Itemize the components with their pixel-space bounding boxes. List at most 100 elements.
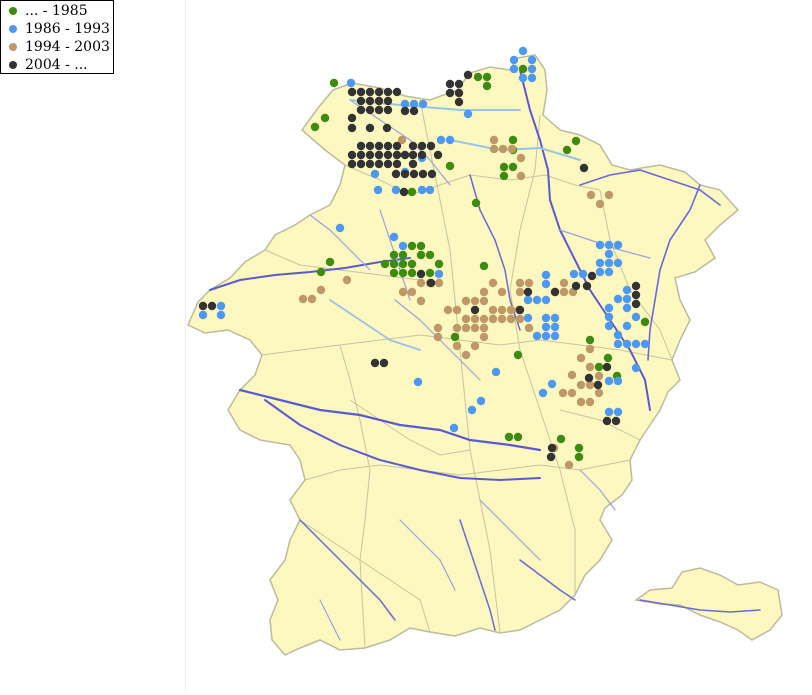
observation-dot <box>550 287 560 297</box>
observation-dot <box>488 278 498 288</box>
observation-dot <box>604 407 614 417</box>
observation-dot <box>604 190 614 200</box>
observation-dot <box>445 79 455 89</box>
observation-dot <box>506 314 516 324</box>
observation-dot <box>461 314 471 324</box>
observation-dot <box>613 294 623 304</box>
legend-item-2004: 2004 - ... <box>1 56 88 74</box>
observation-dot <box>408 141 418 151</box>
observation-dot <box>427 169 437 179</box>
observation-dot <box>532 295 542 305</box>
observation-dot <box>595 240 605 250</box>
observation-dot <box>374 150 384 160</box>
exclave-outline <box>634 567 783 641</box>
observation-dot <box>471 198 481 208</box>
observation-dot <box>541 295 551 305</box>
observation-dot <box>602 362 612 372</box>
observation-dot <box>518 46 528 56</box>
observation-dot <box>445 135 455 145</box>
observation-dot <box>409 169 419 179</box>
observation-dot <box>407 187 417 197</box>
observation-dot <box>356 141 366 151</box>
observation-dot <box>347 87 357 97</box>
observation-dot <box>374 141 384 151</box>
observation-dot <box>310 122 320 132</box>
observation-dot <box>578 269 588 279</box>
observation-dot <box>316 285 326 295</box>
observation-dot <box>426 278 436 288</box>
observation-dot <box>508 135 518 145</box>
province-land <box>187 54 783 656</box>
observation-dot <box>392 141 402 151</box>
observation-dot <box>365 150 375 160</box>
observation-dot <box>585 380 595 390</box>
observation-dot <box>622 303 632 313</box>
observation-dot <box>518 64 528 74</box>
observation-dot <box>434 259 444 269</box>
observation-dot <box>524 323 534 333</box>
observation-dot <box>198 301 208 311</box>
observation-dot <box>365 159 375 169</box>
observation-dot <box>497 287 507 297</box>
observation-dot <box>473 72 483 82</box>
observation-dot <box>516 171 526 181</box>
observation-dot <box>513 350 523 360</box>
observation-dot <box>454 79 464 89</box>
observation-dot <box>356 105 366 115</box>
observation-dot <box>316 267 326 277</box>
observation-dot <box>443 305 453 315</box>
observation-dot <box>550 331 560 341</box>
observation-dot <box>541 279 551 289</box>
observation-dot <box>547 379 557 389</box>
observation-dot <box>559 278 569 288</box>
observation-dot <box>515 287 525 297</box>
observation-dot <box>604 258 614 268</box>
observation-dots <box>198 46 650 470</box>
observation-dot <box>603 353 613 363</box>
observation-dot <box>399 187 409 197</box>
observation-dot <box>416 269 426 279</box>
observation-dot <box>373 185 383 195</box>
observation-dot <box>417 185 427 195</box>
observation-dot <box>347 159 357 169</box>
observation-dot <box>497 314 507 324</box>
observation-dot <box>509 64 519 74</box>
observation-dot <box>523 287 533 297</box>
observation-dot <box>523 295 533 305</box>
observation-dot <box>425 185 435 195</box>
observation-dot <box>398 259 408 269</box>
observation-dot <box>595 199 605 209</box>
observation-dot <box>416 278 426 288</box>
observation-dot <box>585 335 595 345</box>
blue-dot-icon <box>9 25 17 33</box>
observation-dot <box>527 55 537 65</box>
observation-dot <box>454 97 464 107</box>
observation-dot <box>576 353 586 363</box>
observation-dot <box>463 109 473 119</box>
observation-dot <box>374 96 384 106</box>
observation-dot <box>567 370 577 380</box>
observation-dot <box>564 460 574 470</box>
observation-dot <box>347 150 357 160</box>
observation-dot <box>374 159 384 169</box>
observation-dot <box>383 141 393 151</box>
observation-dot <box>461 296 471 306</box>
observation-dot <box>504 432 514 442</box>
observation-dot <box>622 285 632 295</box>
observation-dot <box>491 367 501 377</box>
observation-dot <box>389 268 399 278</box>
observation-dot <box>347 113 357 123</box>
observation-dot <box>409 106 419 116</box>
observation-dot <box>383 159 393 169</box>
observation-dot <box>479 332 489 342</box>
observation-dot <box>346 78 356 88</box>
observation-dot <box>436 135 446 145</box>
observation-dot <box>569 269 579 279</box>
observation-dot <box>479 314 489 324</box>
observation-dot <box>365 123 375 133</box>
observation-dot <box>452 305 462 315</box>
observation-dot <box>527 73 537 83</box>
observation-dot <box>562 145 572 155</box>
